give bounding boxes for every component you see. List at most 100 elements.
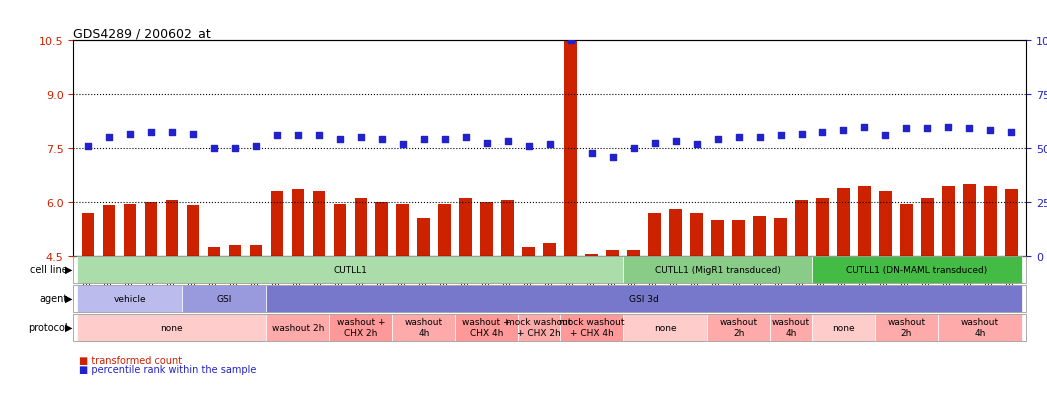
Bar	[481, 202, 493, 256]
Point	[163, 129, 180, 136]
Text: washout
4h: washout 4h	[961, 318, 999, 337]
Bar	[186, 206, 199, 256]
Point	[80, 144, 96, 150]
Text: GSI: GSI	[217, 294, 232, 303]
Point	[562, 38, 579, 45]
Point	[520, 144, 537, 150]
Text: washout
4h: washout 4h	[405, 318, 443, 337]
Bar	[522, 247, 535, 256]
Text: ▶: ▶	[65, 264, 72, 275]
Text: mock washout
+ CHX 2h: mock washout + CHX 2h	[507, 318, 572, 337]
Point	[458, 135, 474, 141]
Text: none: none	[160, 323, 183, 332]
Point	[667, 138, 684, 145]
Bar	[648, 213, 661, 256]
Point	[982, 128, 999, 134]
Point	[856, 124, 873, 131]
Point	[247, 144, 264, 150]
Bar	[984, 186, 997, 256]
Text: washout
2h: washout 2h	[719, 318, 758, 337]
Bar	[774, 218, 786, 256]
Bar	[564, 41, 577, 256]
Bar	[817, 199, 829, 256]
Bar	[627, 251, 640, 256]
Bar	[921, 199, 934, 256]
Bar	[879, 192, 892, 256]
Point	[836, 128, 852, 134]
Point	[268, 133, 285, 140]
Point	[751, 135, 767, 141]
Point	[730, 135, 747, 141]
Bar	[502, 201, 514, 256]
Point	[919, 126, 936, 132]
Point	[332, 136, 349, 143]
Point	[289, 133, 306, 140]
Point	[709, 136, 726, 143]
Point	[646, 140, 663, 147]
Point	[142, 129, 159, 136]
Point	[877, 133, 894, 140]
Bar	[270, 192, 283, 256]
Bar	[103, 206, 115, 256]
Text: washout +
CHX 2h: washout + CHX 2h	[336, 318, 385, 337]
Point	[437, 136, 453, 143]
Bar	[418, 218, 430, 256]
Bar	[838, 188, 850, 256]
Point	[961, 126, 978, 132]
Text: none: none	[653, 323, 676, 332]
Text: CUTLL1 (DN-MAML transduced): CUTLL1 (DN-MAML transduced)	[846, 265, 987, 274]
Bar	[1005, 190, 1018, 256]
Point	[541, 142, 558, 148]
Point	[374, 136, 391, 143]
Text: ■ transformed count: ■ transformed count	[79, 356, 181, 366]
Bar	[963, 185, 976, 256]
Text: ■ percentile rank within the sample: ■ percentile rank within the sample	[79, 364, 255, 374]
Bar	[585, 254, 598, 256]
Bar	[796, 201, 808, 256]
Point	[940, 124, 957, 131]
Bar	[690, 213, 703, 256]
Bar	[900, 204, 913, 256]
Point	[121, 131, 138, 138]
Bar	[942, 186, 955, 256]
Point	[101, 135, 117, 141]
Bar	[165, 201, 178, 256]
Bar	[732, 220, 744, 256]
Text: GDS4289 / 200602_at: GDS4289 / 200602_at	[73, 27, 211, 40]
Bar	[313, 192, 326, 256]
Bar	[606, 251, 619, 256]
Text: none: none	[832, 323, 854, 332]
Text: GSI 3d: GSI 3d	[629, 294, 659, 303]
Point	[604, 154, 621, 161]
Point	[625, 145, 642, 152]
Bar	[144, 202, 157, 256]
Bar	[228, 245, 241, 256]
Point	[815, 129, 831, 136]
Bar	[460, 199, 472, 256]
Bar	[711, 220, 723, 256]
Text: CUTLL1: CUTLL1	[333, 265, 367, 274]
Text: washout +
CHX 4h: washout + CHX 4h	[463, 318, 511, 337]
Text: washout
2h: washout 2h	[888, 318, 926, 337]
Bar	[397, 204, 409, 256]
Text: washout
4h: washout 4h	[772, 318, 810, 337]
Bar	[249, 245, 262, 256]
Text: CUTLL1 (MigR1 transduced): CUTLL1 (MigR1 transduced)	[654, 265, 780, 274]
Point	[395, 142, 411, 148]
Point	[478, 140, 495, 147]
Bar	[82, 213, 94, 256]
Point	[226, 145, 243, 152]
Bar	[124, 204, 136, 256]
Point	[1003, 129, 1020, 136]
Text: cell line: cell line	[30, 264, 68, 275]
Point	[499, 138, 516, 145]
Bar	[376, 202, 388, 256]
Text: mock washout
+ CHX 4h: mock washout + CHX 4h	[559, 318, 624, 337]
Point	[184, 131, 201, 138]
Point	[311, 133, 328, 140]
Text: ▶: ▶	[65, 293, 72, 304]
Bar	[859, 186, 871, 256]
Point	[583, 151, 600, 157]
Bar	[543, 244, 556, 256]
Point	[898, 126, 915, 132]
